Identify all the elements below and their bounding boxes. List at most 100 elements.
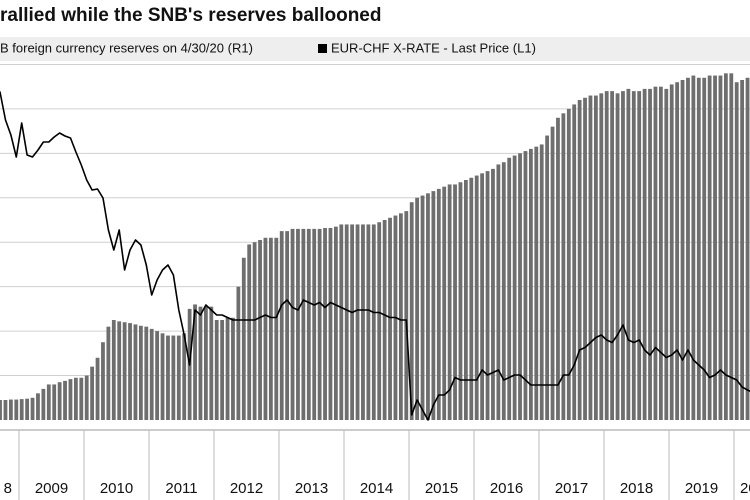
bar [648,88,652,420]
legend-label: B foreign currency reserves on 4/30/20 (… [0,40,253,55]
bar [247,244,252,420]
bar [469,177,474,420]
bar [621,91,625,420]
bar [144,326,149,420]
bar [480,173,485,420]
bar [263,237,268,420]
bar [680,80,685,420]
bar [36,393,40,420]
bar [501,162,506,420]
x-tick-label: 2018 [620,480,653,497]
bar [306,228,311,420]
bar [52,384,57,420]
bar [301,228,306,420]
x-tick-label: 8 [4,480,12,497]
bar [30,397,35,420]
bar [485,171,490,420]
bar [149,328,154,420]
bar [615,93,620,420]
bar [642,88,647,420]
bar [691,75,696,421]
bar [258,240,262,420]
bar [713,75,717,421]
bar [577,100,582,420]
bar [566,108,571,420]
x-tick-label: 2013 [295,480,328,497]
bar [128,323,132,420]
bar [409,202,414,420]
bar [507,157,512,420]
bar [686,77,690,421]
bar [669,84,674,420]
bar [599,93,604,420]
bar [361,224,365,420]
bar [415,197,420,420]
bar [3,400,8,420]
bar [734,82,739,420]
bar [371,224,376,420]
bar [561,113,566,420]
bar [588,95,593,421]
bar [63,380,67,420]
bar [388,217,392,420]
bar [745,77,750,421]
bar [355,224,360,420]
bar [523,151,528,420]
bar [57,382,62,420]
bar [637,91,642,420]
bar [171,335,176,420]
bar [550,126,555,421]
bar [696,77,701,421]
bar [241,257,246,420]
bar [723,73,728,420]
bar [366,224,371,420]
legend-swatch [318,44,327,53]
bar [447,184,452,420]
bar [198,306,203,420]
bar [182,333,187,420]
bar [90,366,95,420]
bar [740,80,745,420]
bar [377,222,382,420]
bar [252,242,257,420]
bar [225,317,230,420]
bar [46,384,51,420]
bar [312,228,317,420]
bar [122,322,127,420]
bar [556,117,560,421]
bar [323,228,327,420]
bar [593,95,598,421]
bar [84,375,89,420]
bar [398,213,403,420]
bar [382,220,387,420]
bar [25,398,30,420]
bar [193,304,197,420]
bar [0,400,2,420]
bar [290,228,295,420]
bar [512,155,517,421]
bar [431,191,436,420]
bar [68,379,73,420]
bar [344,224,349,420]
bar [420,195,425,420]
x-tick-label: 20 [740,480,750,497]
bar [707,75,712,421]
bar [729,73,734,420]
bar [160,333,165,420]
bar [442,186,447,420]
bar [426,193,430,420]
bar [231,317,235,420]
bar [583,97,587,421]
plot-area: 8 2009 2010 2011 2012 2013 2014 2015 2016 2017 201… [0,63,750,500]
bar [604,91,609,420]
bar [491,168,495,420]
bar [279,231,284,420]
bar [518,153,522,421]
bar [610,91,615,420]
legend-label: EUR-CHF X-RATE - Last Price (L1) [331,40,536,55]
bar [328,228,333,420]
bar [718,75,723,421]
bar [339,224,344,420]
bar [675,82,680,420]
